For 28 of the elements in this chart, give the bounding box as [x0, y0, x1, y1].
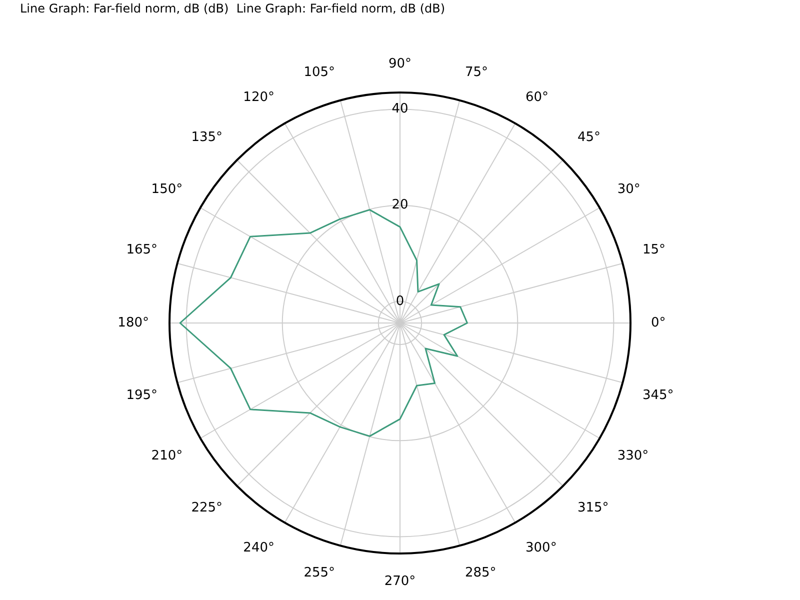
- spoke-label: 330°: [617, 448, 649, 464]
- spoke-label: 165°: [126, 242, 158, 258]
- y-tick-label: 40: [392, 102, 408, 117]
- spoke-label: 75°: [464, 65, 488, 80]
- spoke-label: 270°: [384, 574, 416, 590]
- spoke-label: 195°: [126, 388, 158, 404]
- spoke-label: 60°: [526, 90, 549, 106]
- spoke-label: 30°: [617, 182, 640, 198]
- spoke-label: 90°: [388, 56, 412, 72]
- spoke-label: 240°: [243, 540, 274, 556]
- spoke-label: 135°: [191, 130, 223, 146]
- spoke-label: 300°: [526, 540, 557, 556]
- y-tick-label: 20: [392, 198, 408, 213]
- spoke-label: 180°: [118, 315, 149, 330]
- chart-title: Line Graph: Far-field norm, dB (dB) Line Graph: Far-field norm, dB (dB): [20, 1, 446, 16]
- spoke-label: 285°: [464, 566, 496, 581]
- spoke-label: 105°: [304, 65, 336, 80]
- spoke-label: 45°: [577, 130, 601, 146]
- y-tick-label: 0: [396, 294, 404, 309]
- spoke-label: 0°: [651, 315, 666, 330]
- spoke-label: 315°: [577, 500, 609, 516]
- spoke-label: 210°: [151, 448, 183, 464]
- spoke-label: 120°: [243, 90, 274, 106]
- spoke-label: 15°: [642, 242, 666, 258]
- spoke-label: 150°: [151, 182, 183, 198]
- spoke-label: 255°: [304, 566, 336, 581]
- spoke-label: 345°: [642, 388, 674, 404]
- spoke-label: 225°: [191, 500, 223, 516]
